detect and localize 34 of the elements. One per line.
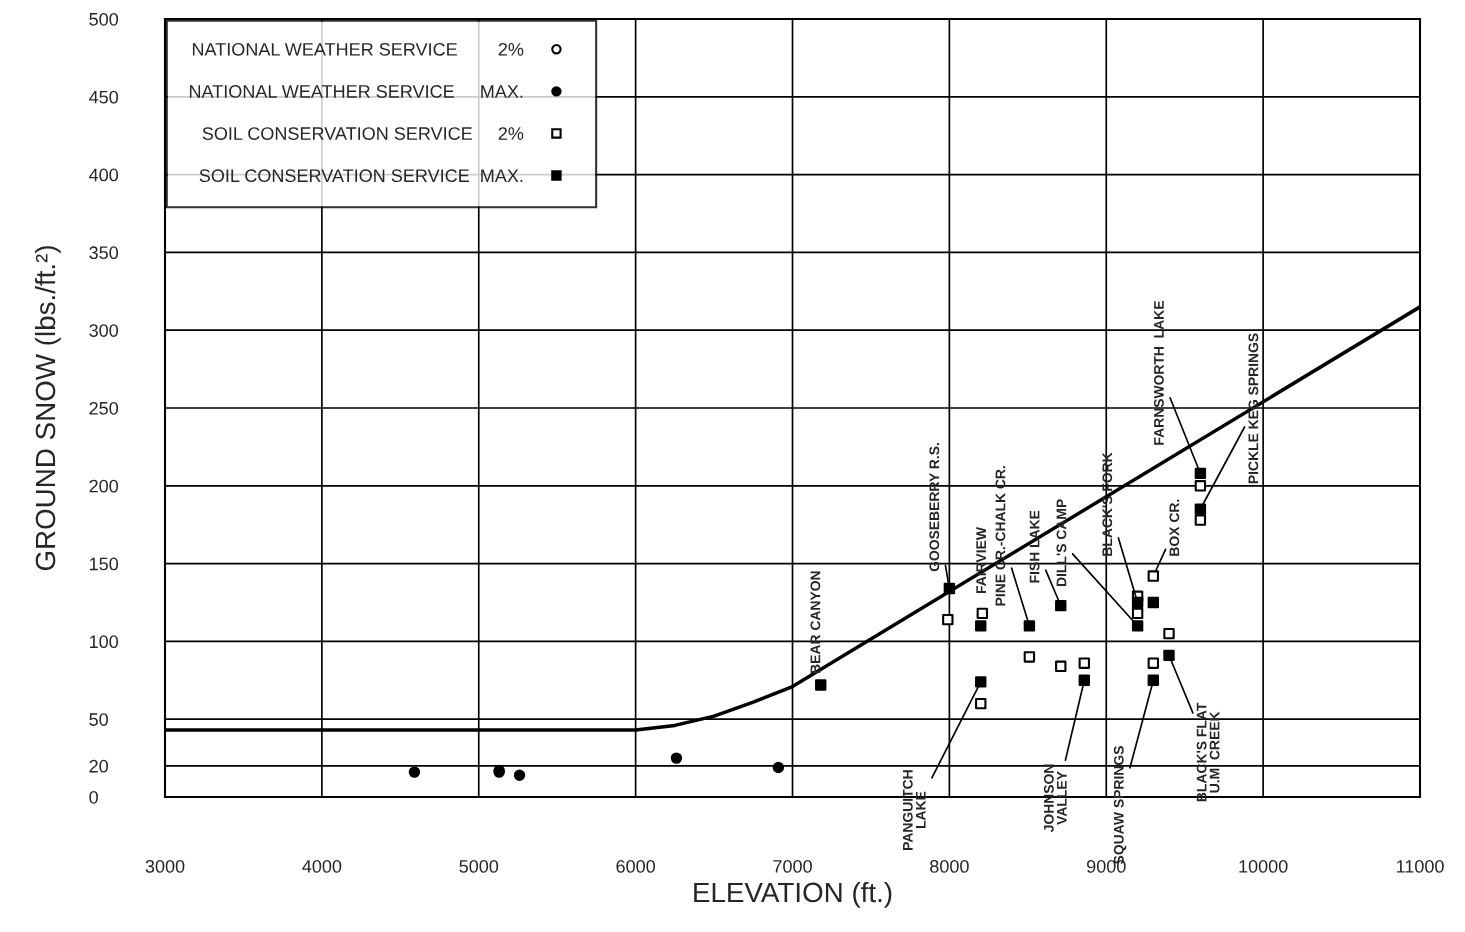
x-tick-label: 5000 [459, 859, 499, 873]
annotation: JOHNSON VALLEY [1043, 764, 1067, 833]
annotation: GOOSEBERRY R.S. [929, 443, 940, 572]
x-tick-label: 4000 [302, 859, 342, 873]
y-tick-label: 20 [89, 759, 108, 773]
y-tick-label: 400 [89, 168, 119, 182]
annotation: PINE CR.-CHALK CR. [995, 466, 1006, 606]
x-tick-label: 6000 [616, 859, 655, 873]
x-tick-label: 11000 [1396, 859, 1444, 873]
x-tick-label: 10000 [1239, 859, 1288, 873]
x-axis-title: ELEVATION (ft.) [694, 881, 892, 908]
y-tick-label: 200 [89, 479, 119, 493]
x-tick-label: 3000 [145, 859, 185, 873]
annotation: BLACK'S FLAT U.M. CREEK [1196, 702, 1220, 802]
annotation: BEAR CANYON [810, 571, 821, 673]
legend-label: SOIL CONSERVATION SERVICE 2% [202, 127, 524, 140]
annotation: BOX CR. [1169, 499, 1180, 556]
y-tick-label: 300 [89, 324, 119, 337]
y-tick-label: 350 [89, 246, 119, 260]
y-tick-label: 450 [89, 90, 119, 104]
annotation: FARNSWORTH LAKE [1153, 301, 1164, 445]
legend-label: SOIL CONSERVATION SERVICE MAX. [199, 169, 523, 183]
legend-label: NATIONAL WEATHER SERVICE MAX. [189, 85, 523, 98]
y-tick-label: 150 [89, 557, 119, 571]
y-tick-label: 500 [89, 12, 119, 26]
x-tick-label: 7000 [773, 859, 812, 873]
y-tick-label: 100 [89, 635, 119, 649]
y-tick-label: 50 [89, 713, 108, 726]
annotation: PANGUITCH LAKE [902, 770, 926, 850]
x-tick-label: 8000 [930, 859, 969, 873]
y-axis-title: GROUND SNOW (lbs./ft.²) [34, 246, 61, 571]
legend-label: NATIONAL WEATHER SERVICE 2% [192, 42, 524, 56]
y-tick-label: 0 [89, 790, 98, 804]
y-tick-label: 250 [89, 401, 119, 415]
